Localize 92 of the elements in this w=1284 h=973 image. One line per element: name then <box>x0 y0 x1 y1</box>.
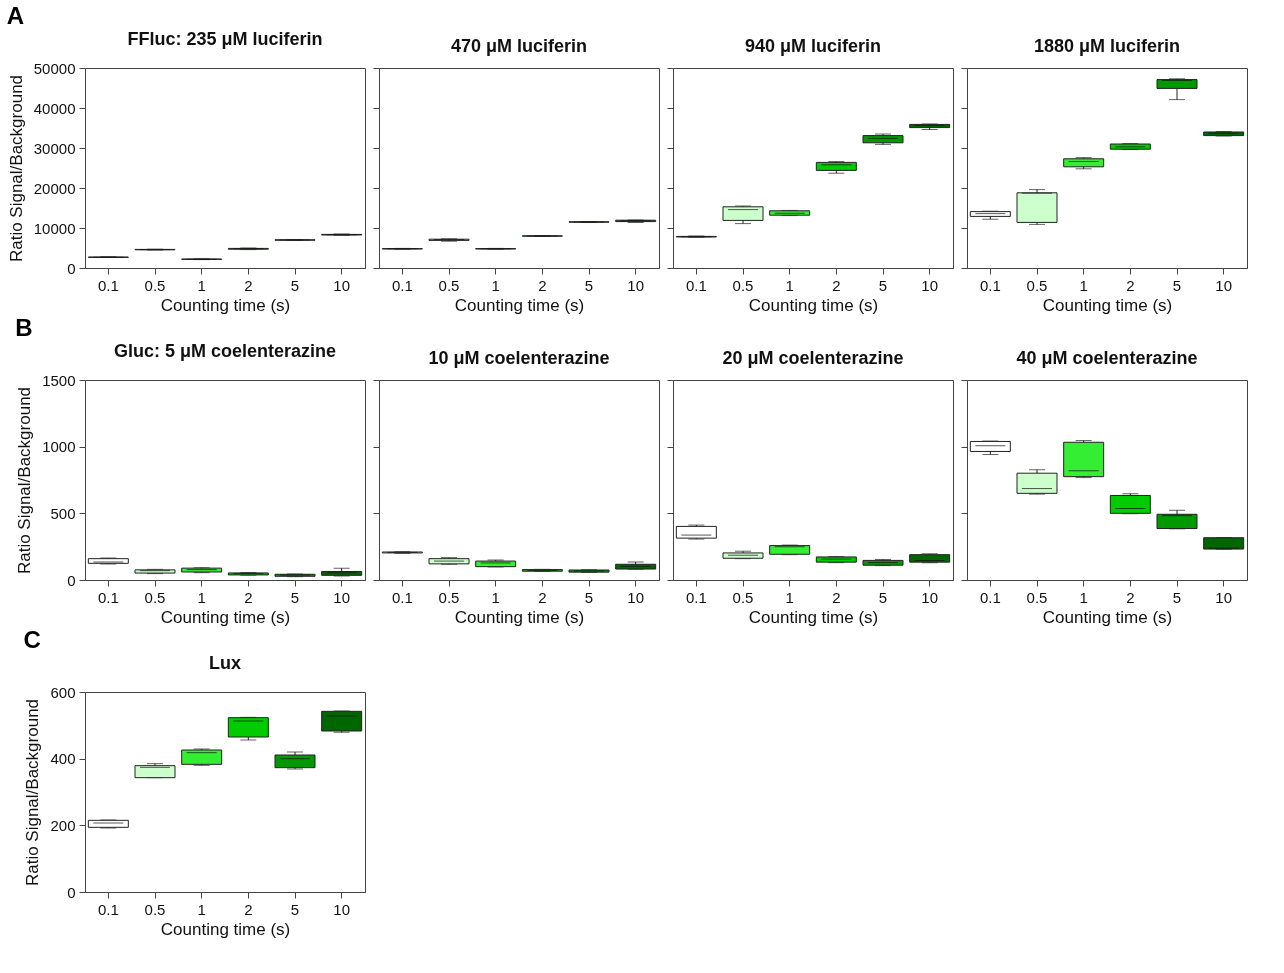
x-tick-label: 2 <box>538 276 547 294</box>
x-tick-label: 10 <box>921 276 939 294</box>
y-tick-label: 40000 <box>33 99 76 117</box>
y-tick-label: 200 <box>50 816 76 834</box>
y-tick-label: 10000 <box>33 219 76 237</box>
x-tick-label: 2 <box>832 588 841 606</box>
x-tick-label: 0.1 <box>391 588 413 606</box>
x-tick-label: 10 <box>333 588 351 606</box>
x-axis-title: Counting time (s) <box>454 295 585 315</box>
x-tick-label: 0.5 <box>732 588 754 606</box>
x-tick-label: 10 <box>921 588 939 606</box>
chart-title: 1880 μM luciferin <box>1033 35 1181 56</box>
x-axis-title: Counting time (s) <box>160 919 291 939</box>
x-tick-label: 1 <box>491 276 500 294</box>
x-tick-label: 5 <box>290 276 300 294</box>
x-tick-label: 10 <box>1215 276 1233 294</box>
chart-title: 10 μM coelenterazine <box>428 347 610 368</box>
x-tick-label: 5 <box>584 276 594 294</box>
x-tick-label: 1 <box>197 900 206 918</box>
y-tick-label: 400 <box>50 750 76 768</box>
chart-title: 40 μM coelenterazine <box>1016 347 1198 368</box>
x-axis-title: Counting time (s) <box>160 295 291 315</box>
x-tick-label: 2 <box>538 588 547 606</box>
x-tick-label: 5 <box>1172 276 1182 294</box>
x-axis-title: Counting time (s) <box>748 607 879 627</box>
x-tick-label: 2 <box>244 276 253 294</box>
y-tick-label: 0 <box>67 259 76 277</box>
chart-title: 940 μM luciferin <box>744 35 882 56</box>
x-tick-label: 5 <box>1172 588 1182 606</box>
x-tick-label: 1 <box>785 588 794 606</box>
chart-title: Lux <box>208 653 242 673</box>
x-tick-label: 0.5 <box>438 588 460 606</box>
x-tick-label: 0.1 <box>97 588 119 606</box>
y-tick-label: 500 <box>50 504 76 522</box>
x-tick-label: 2 <box>832 276 841 294</box>
x-tick-label: 5 <box>290 900 300 918</box>
y-tick-label: 1500 <box>42 371 76 389</box>
x-axis-title: Counting time (s) <box>1042 607 1173 627</box>
x-tick-label: 0.5 <box>732 276 754 294</box>
x-tick-label: 10 <box>627 276 645 294</box>
x-tick-label: 10 <box>1215 588 1233 606</box>
x-tick-label: 0.1 <box>97 276 119 294</box>
chart-title: 470 μM luciferin <box>450 35 588 56</box>
chart-title: 20 μM coelenterazine <box>722 347 904 368</box>
x-tick-label: 5 <box>878 588 888 606</box>
y-tick-label: 1000 <box>42 438 76 456</box>
x-tick-label: 2 <box>1126 588 1135 606</box>
x-tick-label: 0.5 <box>144 276 166 294</box>
x-tick-label: 10 <box>627 588 645 606</box>
text: A <box>6 1 25 29</box>
y-tick-label: 50000 <box>33 59 76 77</box>
x-tick-label: 1 <box>197 588 206 606</box>
y-axis-title: Ratio Signal/Background <box>6 74 26 263</box>
x-tick-label: 0.1 <box>979 588 1001 606</box>
y-tick-label: 0 <box>67 571 76 589</box>
x-tick-label: 1 <box>785 276 794 294</box>
x-tick-label: 0.1 <box>97 900 119 918</box>
x-tick-label: 10 <box>333 276 351 294</box>
x-axis-title: Counting time (s) <box>454 607 585 627</box>
text: C <box>23 625 41 653</box>
x-tick-label: 0.5 <box>438 276 460 294</box>
x-tick-label: 0.1 <box>685 588 707 606</box>
x-tick-label: 0.5 <box>144 900 166 918</box>
y-tick-label: 0 <box>67 883 76 901</box>
x-tick-label: 2 <box>1126 276 1135 294</box>
x-tick-label: 2 <box>244 588 253 606</box>
x-tick-label: 1 <box>1079 276 1088 294</box>
text: B <box>15 313 33 341</box>
x-tick-label: 0.1 <box>979 276 1001 294</box>
x-tick-label: 5 <box>290 588 300 606</box>
x-tick-label: 10 <box>333 900 351 918</box>
x-tick-label: 1 <box>491 588 500 606</box>
y-tick-label: 30000 <box>33 139 76 157</box>
x-tick-label: 1 <box>197 276 206 294</box>
x-tick-label: 5 <box>584 588 594 606</box>
chart-title: FFluc: 235 μM luciferin <box>127 29 323 49</box>
x-tick-label: 1 <box>1079 588 1088 606</box>
y-axis-title: Ratio Signal/Background <box>23 698 43 887</box>
chart-title: Gluc: 5 μM coelenterazine <box>113 341 337 361</box>
x-tick-label: 0.5 <box>1026 588 1048 606</box>
x-tick-label: 0.5 <box>144 588 166 606</box>
x-tick-label: 5 <box>878 276 888 294</box>
x-tick-label: 0.1 <box>391 276 413 294</box>
x-axis-title: Counting time (s) <box>1042 295 1173 315</box>
y-axis-title: Ratio Signal/Background <box>15 386 35 575</box>
x-tick-label: 0.5 <box>1026 276 1048 294</box>
x-axis-title: Counting time (s) <box>748 295 879 315</box>
y-tick-label: 20000 <box>33 179 76 197</box>
x-tick-label: 0.1 <box>685 276 707 294</box>
x-axis-title: Counting time (s) <box>160 607 291 627</box>
y-tick-label: 600 <box>50 683 76 701</box>
x-tick-label: 2 <box>244 900 253 918</box>
